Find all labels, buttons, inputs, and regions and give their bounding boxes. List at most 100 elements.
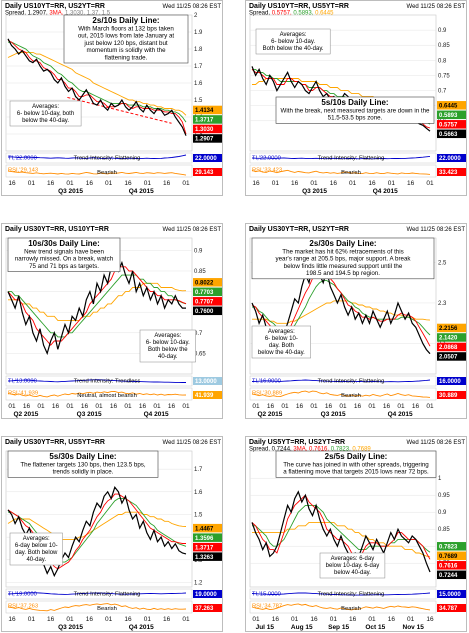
averages-note-line: 40-day. (26, 557, 46, 563)
trend-intensity-line (251, 155, 431, 160)
x-period-label: Q2 2015 (13, 411, 38, 418)
x-tick-label: 16 (330, 180, 338, 187)
trend-intensity-line (7, 592, 187, 595)
annotation-box (275, 450, 437, 478)
rsi-text: Bearish (341, 606, 361, 612)
trend-intensity-value: 22.0000 (439, 156, 461, 162)
averages-note-line: day. Both (269, 343, 294, 349)
chart-timestamp: Wed 11/25 08:26 EST (407, 227, 466, 233)
value-badge (437, 570, 466, 580)
averages-note-box (255, 28, 331, 55)
value-badge (437, 352, 466, 361)
chart-svg-2s10s: Daily US10YT=RR, US2YT=RR Wed 11/25 08:26… (5, 3, 222, 195)
value-badge-label: 1.3717 (195, 545, 214, 551)
trend-intensity-line (7, 154, 187, 160)
spread-header-part: 3MA, (49, 11, 65, 17)
averages-note-line: Averages: 6-day (331, 556, 375, 562)
rsi-label: RSI,'29.143 (8, 168, 38, 174)
trend-intensity-text: Trend Intensity: Flattening (74, 156, 141, 162)
y-tick-label: 2.5 (438, 260, 447, 266)
moving-average-line (8, 41, 187, 123)
x-period-label: Q4 2015 (144, 411, 169, 418)
value-badge-label: 0.5757 (439, 123, 458, 129)
x-tick-label: 01 (397, 403, 405, 410)
chart-timestamp: Wed 11/25 08:26 EST (163, 227, 222, 233)
value-badge (437, 542, 466, 551)
trend-intensity-badge (193, 377, 222, 385)
trend-intensity-label: TI,'15.0000 (252, 592, 281, 598)
y-tick-label: 0.7 (438, 89, 447, 95)
x-tick-label: 01 (368, 616, 376, 623)
x-tick-label: 16 (124, 616, 132, 623)
averages-note-box (251, 325, 311, 359)
trend-intensity-label: TI,'22.0000 (252, 156, 281, 162)
y-tick-label: 0.85 (438, 43, 450, 49)
y-tick-label: 1.5 (194, 98, 203, 104)
rsi-text: Bearish (97, 606, 117, 612)
annotation-line: 198.5 and 194.5 bp region. (306, 270, 380, 277)
chart-panel-2s5s: Daily US5YT=RR, US2YT=RR Wed 11/25 08:26 … (245, 436, 467, 632)
x-tick-label: 16 (8, 180, 16, 187)
rsi-line (251, 169, 431, 175)
x-tick-label: 01 (182, 616, 190, 623)
moving-average-line (252, 521, 431, 558)
x-tick-label: 01 (153, 403, 161, 410)
x-tick-label: 01 (310, 180, 318, 187)
annotation-box (7, 450, 159, 478)
x-period-label: Q3 2015 (58, 624, 83, 631)
x-tick-label: 01 (349, 180, 357, 187)
trend-intensity-text: Trend Intensity: Flattening (318, 379, 385, 385)
rsi-value: 37.263 (195, 606, 214, 612)
chart-timestamp: Wed 11/25 08:26 EST (407, 440, 466, 446)
averages-note-line: 6- below 10- (265, 336, 298, 342)
x-tick-label: 01 (66, 616, 74, 623)
averages-note-line: day. Both below (15, 550, 58, 556)
chart-svg-2s30s: Daily US30YT=RR, US2YT=RR Wed 11/25 08:26… (249, 226, 466, 418)
x-period-label: Q3 2015 (302, 188, 327, 195)
y-tick-label: 1.8 (194, 47, 203, 53)
moving-average-line (251, 494, 431, 560)
y-tick-label: 0.7 (194, 331, 203, 337)
x-period-label: Oct 15 (365, 624, 385, 631)
averages-note-line: Averages: (280, 32, 307, 38)
rsi-text: Bearish (341, 393, 361, 399)
averages-note-line: Both below the (148, 347, 188, 353)
x-tick-label: 16 (383, 403, 391, 410)
trend-intensity-frame (249, 152, 437, 164)
annotation-title: 2s/10s Daily Line: (92, 16, 159, 25)
chart-panel-2s10s: Daily US10YT=RR, US2YT=RR Wed 11/25 08:26… (1, 0, 223, 196)
annotation-title: 10s/30s Daily Line: (28, 239, 100, 248)
y-tick-label: 1.5 (194, 512, 203, 518)
value-badge-label: 0.5663 (439, 132, 458, 138)
averages-note-box (319, 552, 386, 579)
y-tick-label: 1.7 (194, 64, 203, 70)
averages-note-box (139, 329, 196, 363)
annotation-line: below finds little measured support unti… (284, 263, 403, 270)
x-tick-label: 16 (47, 616, 55, 623)
x-tick-label: 01 (388, 180, 396, 187)
spread-header-part: Spread, (249, 11, 272, 17)
chart-svg-10s30s: Daily US30YT=RR, US10YT=RR Wed 11/25 08:2… (5, 226, 222, 418)
y-tick-label: 0.75 (438, 73, 450, 79)
trend-intensity-text: Trend Intensity: Flattening (74, 592, 141, 598)
rsi-value: 34.787 (439, 606, 458, 612)
x-tick-label: 16 (296, 403, 304, 410)
value-badge (193, 278, 222, 287)
averages-note-line: below the 40-day. (258, 350, 305, 356)
value-badge (193, 297, 222, 306)
averages-note-line: Averages: (268, 329, 295, 335)
chart-timestamp: Wed 11/25 08:26 EST (163, 4, 222, 10)
x-period-label: Sep 15 (328, 624, 349, 631)
x-tick-label: 16 (8, 616, 16, 623)
value-badge-label: 0.7823 (439, 545, 458, 551)
averages-note-line: Both below the 40-day. (263, 46, 324, 52)
trend-intensity-badge (193, 590, 222, 598)
rsi-badge (193, 168, 222, 176)
price-line (7, 38, 187, 136)
value-badge (437, 551, 466, 561)
spread-header-part: 0.5757, (272, 11, 294, 17)
chart-svg-5s10s: Daily US10YT=RR, US5YT=RR Wed 11/25 08:26… (249, 3, 466, 195)
annotation-line: trends solidly in place. (53, 469, 114, 476)
trend-intensity-label: TI,'19.0000 (8, 592, 37, 598)
chart-title: Daily US10YT=RR, US5YT=RR (249, 3, 349, 10)
